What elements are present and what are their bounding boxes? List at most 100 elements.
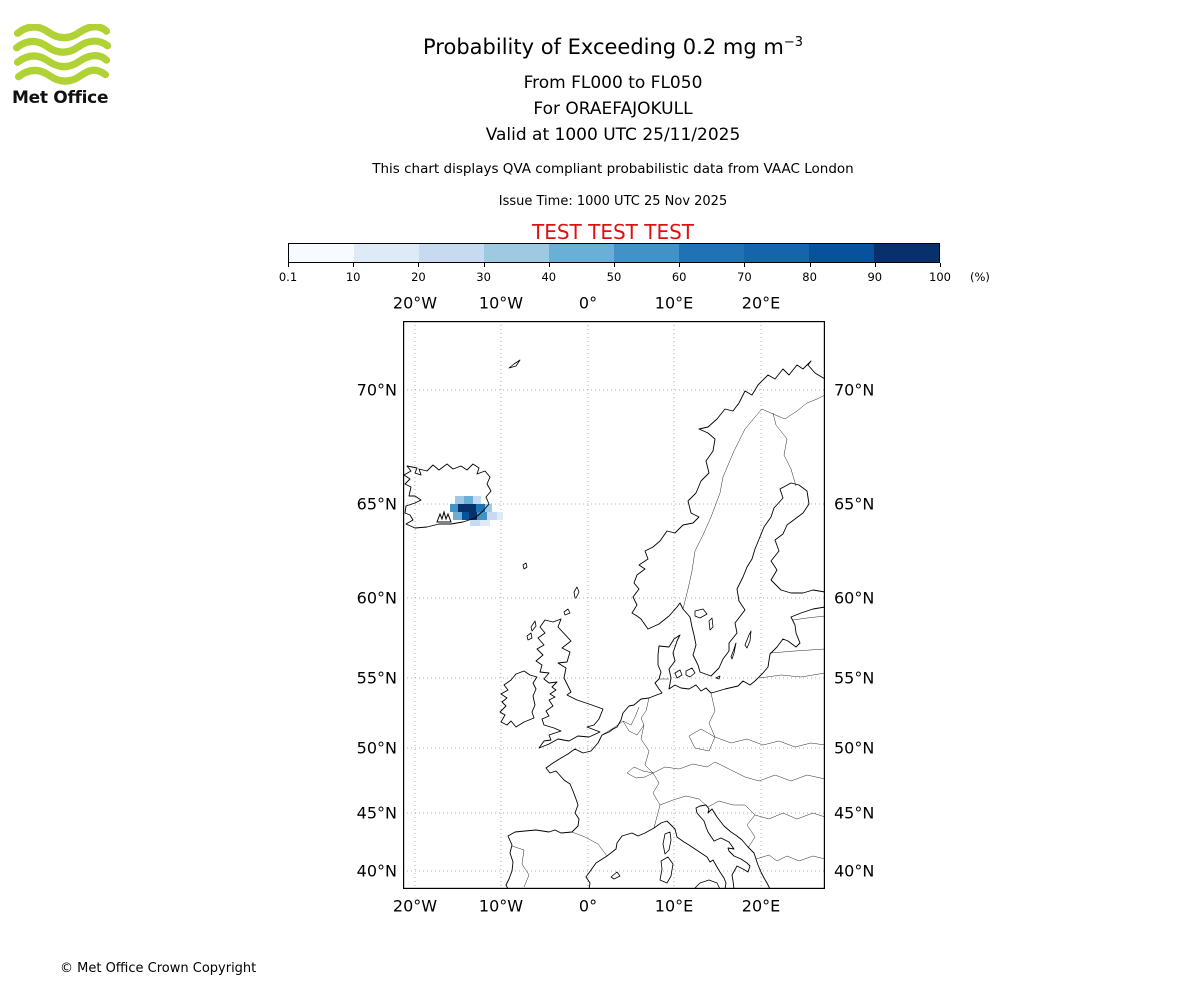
ash-probability-cell (476, 504, 485, 512)
iceland-coastline (403, 463, 492, 529)
colorbar-tick-label: 70 (737, 270, 752, 284)
colorbar-segment (289, 244, 354, 262)
great-britain-coastline (535, 618, 604, 749)
scandinavia-coastline (631, 360, 825, 677)
colorbar-tick-label: 60 (671, 270, 687, 284)
islands-and-lakes-outlines (508, 359, 752, 889)
colorbar-tick-label: 100 (929, 270, 951, 284)
colorbar-tick (614, 263, 615, 267)
colorbar-tick (744, 263, 746, 267)
chart-header: Probability of Exceeding 0.2 mg m−3 From… (13, 30, 1200, 244)
flight-levels-line: From FL000 to FL050 (523, 73, 703, 93)
colorbar-tick (874, 263, 876, 267)
colorbar-tick-label: 90 (867, 270, 883, 284)
ash-probability-cell (477, 512, 487, 520)
colorbar-tick (809, 263, 811, 267)
lat-tick-label-right: 65°N (834, 494, 875, 514)
page-title-exponent: −3 (783, 35, 803, 50)
met-office-logo-waves (12, 24, 112, 85)
lat-tick-label-left: 65°N (356, 494, 397, 514)
baltic-and-west-europe-coastline (505, 606, 825, 889)
probability-colorbar: 0.1 10 20 30 40 50 60 70 80 90 100 (%) (279, 243, 1048, 293)
colorbar-tick (353, 263, 355, 267)
volcano-line: For ORAEFAJOKULL (533, 99, 693, 119)
colorbar-tick (418, 263, 420, 267)
lon-tick-label-top: 10°W (478, 293, 524, 313)
valid-time-line: Valid at 1000 UTC 25/11/2025 (485, 125, 741, 145)
colorbar-segment (484, 244, 549, 262)
colorbar-tick-label: 50 (606, 270, 622, 284)
europe-probability-map (403, 321, 825, 889)
lon-tick-label-bottom: 10°E (654, 896, 694, 916)
lat-tick-label-left: 45°N (356, 803, 397, 823)
ash-probability-cell (480, 520, 490, 526)
lat-tick-label-left: 60°N (356, 588, 397, 608)
volcano-marker-icon (436, 510, 452, 523)
ash-probability-cell (470, 520, 480, 526)
lon-tick-label-bottom: 0° (578, 896, 598, 916)
logo-wave-icon (13, 24, 111, 42)
lon-tick-label-bottom: 20°W (392, 896, 438, 916)
ireland-coastline (499, 670, 538, 728)
lon-tick-label-bottom: 10°W (478, 896, 524, 916)
map-gridlines (403, 321, 825, 889)
qva-note: This chart displays QVA compliant probab… (372, 161, 854, 177)
colorbar-tick (940, 263, 941, 267)
lat-tick-label-right: 55°N (834, 668, 875, 688)
lon-tick-label-top: 20°E (741, 293, 781, 313)
ash-probability-cell (458, 504, 467, 512)
colorbar-segment (679, 244, 744, 262)
ash-probability-cell (487, 512, 497, 520)
colorbar-segment (419, 244, 484, 262)
lat-tick-label-right: 50°N (834, 738, 875, 758)
ash-probability-cell (453, 512, 462, 520)
ash-probability-cell (469, 512, 477, 520)
colorbar-segment (549, 244, 614, 262)
ash-probability-cell (450, 504, 458, 512)
lat-tick-label-right: 45°N (834, 803, 875, 823)
lon-tick-label-top: 10°E (654, 293, 694, 313)
lat-tick-label-left: 70°N (356, 380, 397, 400)
test-banner: TEST TEST TEST (531, 220, 694, 244)
colorbar-tick-label: 80 (802, 270, 817, 284)
colorbar-gradient (288, 243, 940, 263)
colorbar-tick (288, 263, 289, 267)
lat-tick-label-right: 60°N (834, 588, 875, 608)
mediterranean-west-coastline (585, 820, 727, 889)
ash-probability-cell (467, 504, 476, 512)
colorbar-segment (614, 244, 679, 262)
met-office-logo: Met Office (12, 24, 114, 108)
lon-tick-label-top: 0° (578, 293, 598, 313)
lat-tick-label-right: 70°N (834, 380, 875, 400)
issue-time-line: Issue Time: 1000 UTC 25 Nov 2025 (498, 194, 728, 209)
ash-probability-cell (462, 512, 469, 520)
copyright-text: © Met Office Crown Copyright (60, 961, 257, 976)
lat-tick-label-right: 40°N (834, 861, 875, 881)
lat-tick-label-left: 40°N (356, 861, 397, 881)
colorbar-tick-label: 0.1 (278, 270, 298, 284)
lat-tick-label-left: 55°N (356, 668, 397, 688)
ash-probability-cell (455, 496, 464, 504)
logo-text: Met Office (12, 88, 109, 108)
ash-probability-cell (473, 496, 481, 504)
lon-tick-label-bottom: 20°E (741, 896, 781, 916)
colorbar-segment (744, 244, 809, 262)
adriatic-balkan-coastline (695, 804, 771, 889)
page-title: Probability of Exceeding 0.2 mg m−3 (13, 30, 1200, 60)
colorbar-segment (809, 244, 874, 262)
page-title-text: Probability of Exceeding 0.2 mg m (423, 35, 784, 59)
lat-tick-label-left: 50°N (356, 738, 397, 758)
colorbar-segment (874, 244, 939, 262)
logo-wave-icon (13, 52, 111, 71)
logo-wave-icon (12, 37, 112, 56)
colorbar-tick-label: 40 (541, 270, 557, 284)
map-frame (403, 321, 825, 889)
lon-tick-label-top: 20°W (392, 293, 438, 313)
colorbar-segment (354, 244, 419, 262)
ash-probability-cell (497, 512, 503, 520)
colorbar-tick-label: 10 (345, 270, 361, 284)
colorbar-tick (483, 263, 485, 267)
colorbar-unit-label: (%) (970, 270, 990, 284)
ash-probability-cell (464, 496, 473, 504)
